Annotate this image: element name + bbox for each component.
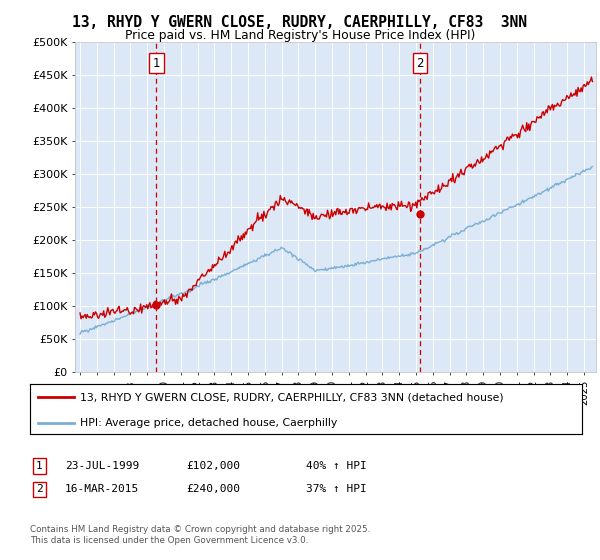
Text: Price paid vs. HM Land Registry's House Price Index (HPI): Price paid vs. HM Land Registry's House … [125,29,475,42]
Text: 1: 1 [153,57,160,69]
Text: 40% ↑ HPI: 40% ↑ HPI [306,461,367,471]
Text: 2: 2 [416,57,424,69]
Text: £240,000: £240,000 [186,484,240,494]
Text: 16-MAR-2015: 16-MAR-2015 [65,484,139,494]
Text: 37% ↑ HPI: 37% ↑ HPI [306,484,367,494]
Text: 1: 1 [36,461,43,471]
Text: HPI: Average price, detached house, Caerphilly: HPI: Average price, detached house, Caer… [80,418,337,428]
Text: £102,000: £102,000 [186,461,240,471]
Text: 23-JUL-1999: 23-JUL-1999 [65,461,139,471]
Text: Contains HM Land Registry data © Crown copyright and database right 2025.
This d: Contains HM Land Registry data © Crown c… [30,525,370,545]
Text: 13, RHYD Y GWERN CLOSE, RUDRY, CAERPHILLY, CF83 3NN (detached house): 13, RHYD Y GWERN CLOSE, RUDRY, CAERPHILL… [80,392,503,402]
Text: 2: 2 [36,484,43,494]
Text: 13, RHYD Y GWERN CLOSE, RUDRY, CAERPHILLY, CF83  3NN: 13, RHYD Y GWERN CLOSE, RUDRY, CAERPHILL… [73,15,527,30]
